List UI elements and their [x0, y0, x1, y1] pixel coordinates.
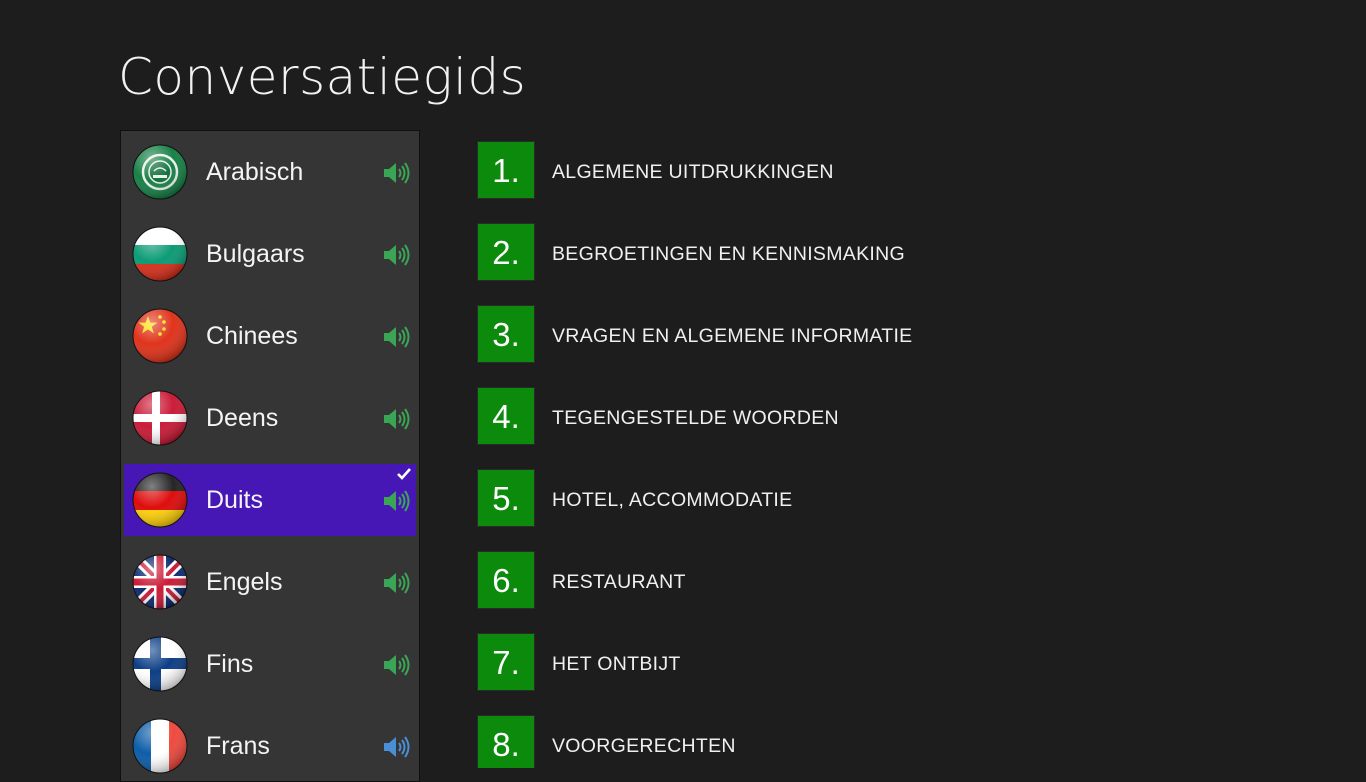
category-label: HET ONTBIJT	[552, 653, 681, 675]
speaker-icon[interactable]	[381, 486, 411, 516]
speaker-icon[interactable]	[381, 158, 411, 188]
speaker-icon[interactable]	[381, 404, 411, 434]
category-number-tile: 7.	[477, 633, 535, 691]
category-label: TEGENGESTELDE WOORDEN	[552, 407, 839, 429]
category-label: ALGEMENE UITDRUKKINGEN	[552, 161, 834, 183]
category-item-5[interactable]: 5. HOTEL, ACCOMMODATIE	[477, 469, 1077, 529]
language-item-bulgaars[interactable]: Bulgaars	[124, 218, 416, 290]
language-item-chinees[interactable]: Chinees	[124, 300, 416, 372]
speaker-icon[interactable]	[381, 322, 411, 352]
language-item-frans[interactable]: Frans	[124, 710, 416, 781]
category-item-7[interactable]: 7. HET ONTBIJT	[477, 633, 1077, 693]
language-list[interactable]: Arabisch	[120, 130, 420, 782]
language-name: Fins	[206, 650, 254, 678]
speaker-icon[interactable]	[381, 240, 411, 270]
language-name: Deens	[206, 404, 279, 432]
germany-flag-icon	[132, 472, 188, 528]
speaker-icon[interactable]	[381, 650, 411, 680]
category-number-tile: 2.	[477, 223, 535, 281]
category-item-4[interactable]: 4. TEGENGESTELDE WOORDEN	[477, 387, 1077, 447]
language-name: Arabisch	[206, 158, 304, 186]
category-item-6[interactable]: 6. RESTAURANT	[477, 551, 1077, 611]
category-item-3[interactable]: 3. VRAGEN EN ALGEMENE INFORMATIE	[477, 305, 1077, 365]
uk-flag-icon	[132, 554, 188, 610]
speaker-icon[interactable]	[381, 568, 411, 598]
denmark-flag-icon	[132, 390, 188, 446]
language-item-engels[interactable]: Engels	[124, 546, 416, 618]
language-item-duits[interactable]: Duits	[124, 464, 416, 536]
category-number-tile: 5.	[477, 469, 535, 527]
arab-league-flag-icon	[132, 144, 188, 200]
category-number-tile: 4.	[477, 387, 535, 445]
category-number-tile: 8.	[477, 715, 535, 768]
category-item-8[interactable]: 8. VOORGERECHTEN	[477, 715, 1077, 768]
category-label: HOTEL, ACCOMMODATIE	[552, 489, 793, 511]
france-flag-icon	[132, 718, 188, 774]
page-title: Conversatiegids	[118, 48, 527, 106]
language-name: Chinees	[206, 322, 298, 350]
china-flag-icon	[132, 308, 188, 364]
language-item-arabisch[interactable]: Arabisch	[124, 136, 416, 208]
category-number-tile: 1.	[477, 141, 535, 199]
category-item-1[interactable]: 1. ALGEMENE UITDRUKKINGEN	[477, 141, 1077, 201]
language-name: Frans	[206, 732, 270, 760]
speaker-icon[interactable]	[381, 732, 411, 762]
category-label: VOORGERECHTEN	[552, 735, 736, 757]
language-name: Bulgaars	[206, 240, 305, 268]
language-name: Duits	[206, 486, 263, 514]
category-label: VRAGEN EN ALGEMENE INFORMATIE	[552, 325, 913, 347]
category-label: BEGROETINGEN EN KENNISMAKING	[552, 243, 905, 265]
checkmark-icon	[396, 466, 412, 480]
category-label: RESTAURANT	[552, 571, 686, 593]
category-number-tile: 3.	[477, 305, 535, 363]
category-number-tile: 6.	[477, 551, 535, 609]
language-name: Engels	[206, 568, 283, 596]
finland-flag-icon	[132, 636, 188, 692]
language-item-deens[interactable]: Deens	[124, 382, 416, 454]
language-item-fins[interactable]: Fins	[124, 628, 416, 700]
bulgaria-flag-icon	[132, 226, 188, 282]
category-item-2[interactable]: 2. BEGROETINGEN EN KENNISMAKING	[477, 223, 1077, 283]
